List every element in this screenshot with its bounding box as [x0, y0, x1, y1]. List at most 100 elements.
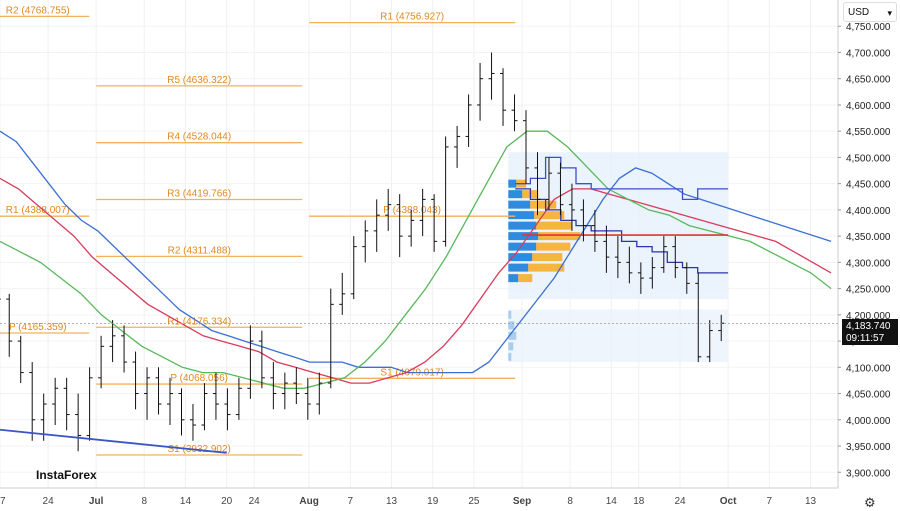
x-tick-label: 13	[805, 496, 817, 507]
volume-bar-buy	[508, 242, 537, 251]
y-tick-label: 4,350.000	[846, 232, 891, 243]
x-tick-label: 19	[427, 496, 439, 507]
ohlc-bar	[511, 94, 518, 132]
volume-bar-sell	[536, 242, 571, 251]
currency-selector[interactable]: USD ▾	[843, 2, 897, 22]
y-tick-label: 4,250.000	[846, 285, 891, 296]
volume-bar-sell	[530, 200, 557, 209]
y-tick-label: 4,100.000	[846, 363, 891, 374]
ohlc-bar	[637, 262, 644, 294]
ohlc-bar	[86, 367, 93, 441]
x-tick-label: 7	[767, 496, 773, 507]
volume-bar-buy	[508, 190, 523, 199]
y-tick-label: 4,600.000	[846, 101, 891, 112]
ohlc-bar	[17, 335, 24, 384]
volume-bar-sell	[536, 221, 573, 230]
x-tick-label: 17	[0, 496, 6, 507]
x-tick-label: 14	[180, 496, 192, 507]
ohlc-bar	[109, 320, 116, 363]
x-tick-label: 18	[633, 496, 645, 507]
ohlc-bar	[672, 236, 679, 279]
y-tick-label: 4,650.000	[846, 75, 891, 86]
pivot-label: P (4068.056)	[170, 373, 228, 384]
x-tick-label: Sep	[513, 496, 531, 507]
ohlc-bar	[545, 157, 552, 210]
value-area-low-line	[515, 188, 729, 274]
current-price: 4,183.740	[846, 321, 891, 332]
ohlc-bar	[178, 388, 185, 436]
moving-average-line	[0, 130, 832, 374]
ohlc-bar	[626, 246, 633, 284]
settings-icon[interactable]: ⚙	[864, 495, 876, 510]
volume-bar-buy	[508, 179, 517, 188]
volume-bar-low	[508, 310, 512, 319]
chevron-down-icon: ▾	[887, 8, 892, 18]
ohlc-bar	[454, 125, 461, 168]
volume-bar-buy	[508, 221, 537, 230]
ohlc-bar	[144, 367, 151, 420]
x-tick-label: 25	[468, 496, 480, 507]
ohlc-bar	[281, 372, 288, 410]
ohlc-bar	[75, 393, 82, 452]
ohlc-bar	[212, 372, 219, 420]
ohlc-bar	[293, 367, 300, 405]
x-tick-label: 24	[249, 496, 261, 507]
ohlc-bar	[121, 325, 128, 373]
ohlc-bar	[98, 335, 105, 389]
ohlc-bar	[29, 362, 36, 441]
ohlc-bar	[373, 199, 380, 252]
ohlc-bar	[247, 325, 254, 399]
ohlc-bar	[591, 209, 598, 252]
ohlc-bar	[419, 188, 426, 237]
x-tick-label: 20	[221, 496, 233, 507]
volume-bar-buy	[508, 274, 519, 283]
pivot-label: P (4388.043)	[383, 205, 441, 216]
ohlc-bar	[327, 288, 334, 389]
volume-bar-low	[508, 342, 514, 351]
ohlc-bar	[660, 236, 667, 273]
volume-bar-buy	[508, 211, 535, 220]
value-area-lower	[508, 309, 729, 363]
pivot-label: R1 (4756.927)	[380, 12, 444, 23]
y-tick-label: 4,000.000	[846, 416, 891, 427]
ohlc-bar	[396, 194, 403, 258]
ohlc-bar	[0, 298, 1, 300]
pivot-label: P (4165.359)	[9, 322, 67, 333]
ohlc-bar	[132, 351, 139, 410]
value-area-high-line	[515, 156, 729, 201]
ohlc-bar	[706, 320, 713, 363]
ohlc-bar	[500, 68, 507, 126]
pivot-label: R5 (4636.322)	[167, 75, 231, 86]
volume-bar-low	[508, 352, 512, 361]
pivot-label: R1 (4388.007)	[6, 205, 70, 216]
x-tick-label: 14	[606, 496, 618, 507]
currency-label: USD	[848, 7, 870, 18]
ohlc-bar	[270, 362, 277, 410]
ohlc-bar	[534, 152, 541, 216]
ohlc-bar	[362, 220, 369, 263]
x-tick-label: 8	[141, 496, 147, 507]
ohlc-bar	[316, 372, 323, 415]
volume-bar-buy	[508, 232, 539, 241]
x-tick-label: Jul	[89, 496, 104, 507]
ohlc-bar	[6, 293, 13, 357]
ohlc-bar	[189, 404, 196, 441]
x-tick-label: 8	[567, 496, 573, 507]
volume-bar-sell	[518, 274, 533, 283]
volume-bar-buy	[508, 253, 533, 262]
volume-bar-low	[508, 331, 517, 340]
moving-average-line	[0, 177, 832, 384]
x-tick-label: Oct	[720, 496, 737, 507]
y-tick-label: 4,400.000	[846, 206, 891, 217]
volume-bar-buy	[508, 263, 529, 272]
logo-text: InstaForex	[36, 468, 97, 482]
volume-bar-low	[508, 321, 515, 330]
x-tick-label: 24	[674, 496, 686, 507]
ohlc-bar	[224, 388, 231, 431]
y-tick-label: 3,900.000	[846, 468, 891, 479]
ohlc-bar	[523, 110, 530, 184]
ohlc-bar	[568, 183, 575, 231]
y-tick-label: 4,450.000	[846, 180, 891, 191]
y-tick-label: 4,700.000	[846, 48, 891, 59]
